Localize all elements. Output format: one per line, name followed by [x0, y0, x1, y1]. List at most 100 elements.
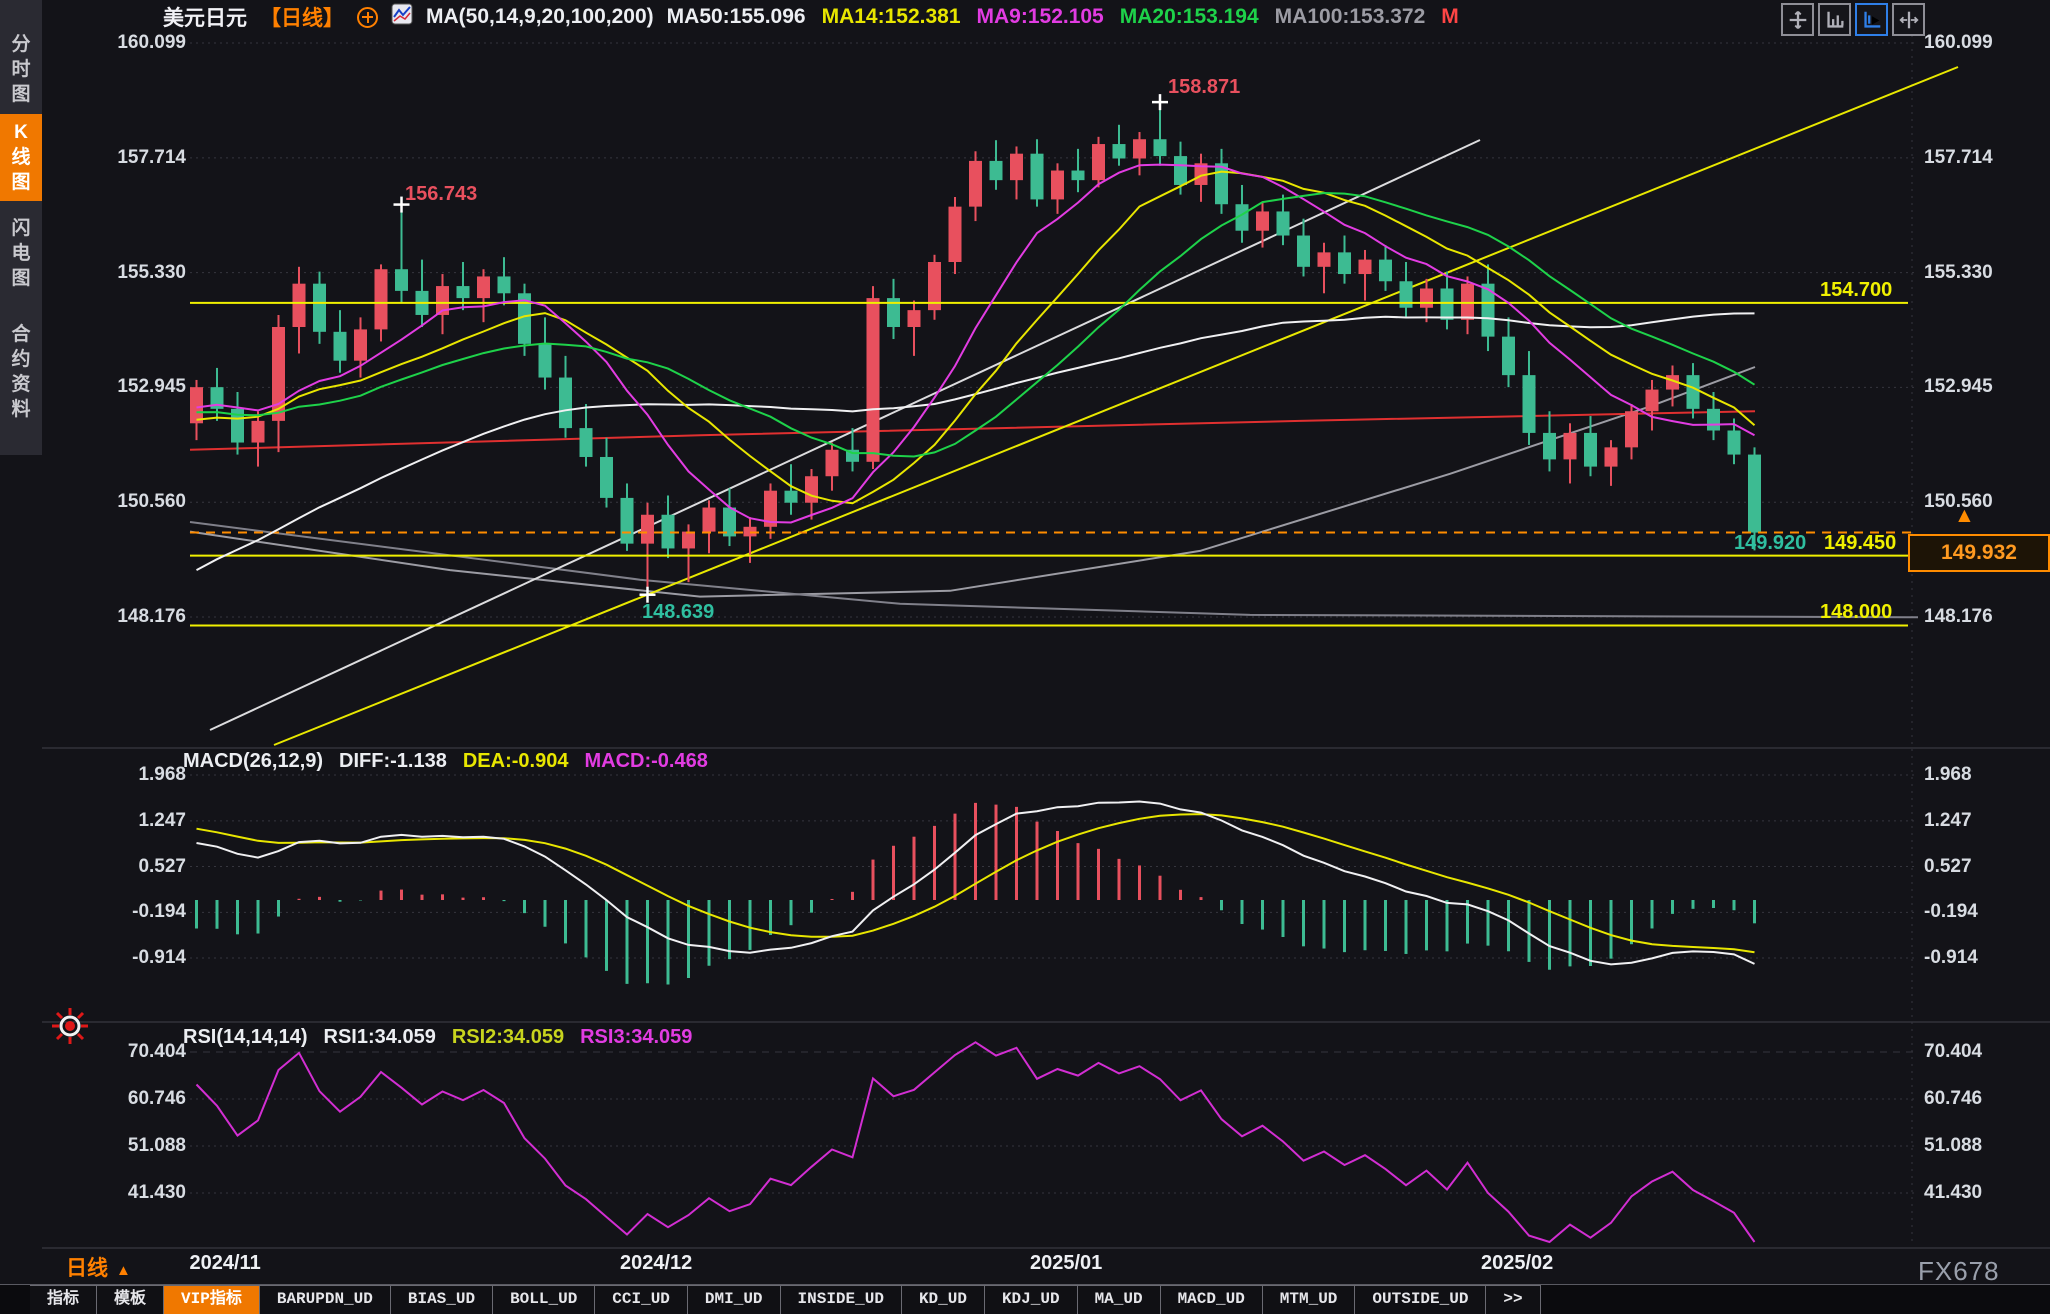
pan-button[interactable] [1892, 3, 1925, 36]
watermark: FX678 [1918, 1256, 2000, 1286]
price-axis-label: 152.945 [117, 376, 186, 398]
axis-scale-button[interactable] [1818, 3, 1851, 36]
price-axis-label: 160.099 [1924, 32, 1993, 53]
price-axis-label: 160.099 [117, 32, 186, 53]
sidebar-item-4[interactable]: 合约资料 [11, 324, 31, 420]
macd-axis-label: -0.914 [1924, 947, 1978, 969]
ma-value: MA20:153.194 [1119, 5, 1259, 28]
last-price-label: 149.920 [1734, 531, 1807, 554]
rsi-panel [195, 1041, 1756, 1244]
rsi-header: RSI(14,14,14) RSI1:34.059 RSI2:34.059 RSI3… [183, 1026, 692, 1050]
tab-MTM_UD[interactable]: MTM_UD [1262, 1285, 1356, 1314]
period-tag: 【日线】 [260, 7, 344, 30]
white-trendline[interactable] [209, 139, 1481, 731]
indicator-value: RSI3:34.059 [580, 1026, 693, 1048]
indicator-tabbar: 指标 模板 VIP指标 BARUPDN_UD BIAS_UD BOLL_UD CCI_UD D… [0, 1284, 2050, 1314]
period-selector[interactable]: 日线 ▲ [66, 1257, 131, 1280]
price-axis-label: 150.560 [117, 491, 186, 513]
price-axis-label: 148.176 [1924, 606, 1993, 627]
rsi-axis-label: 51.088 [127, 1135, 186, 1156]
hline-label: 149.450 [1824, 531, 1897, 554]
ma-value: MA100:153.372 [1274, 5, 1426, 28]
tab-BOLL_UD[interactable]: BOLL_UD [493, 1285, 596, 1314]
auto-scroll-button[interactable] [1855, 3, 1888, 36]
tab-DMI_UD[interactable]: DMI_UD [687, 1285, 781, 1314]
hline-label: 154.700 [1820, 278, 1893, 301]
macd-axis-label: 1.247 [1924, 809, 1972, 831]
ma-value: MA50:155.096 [666, 5, 806, 28]
swing-annotation: 158.871 [1168, 76, 1241, 98]
ma100-line [189, 366, 1756, 598]
dea-line [196, 813, 1755, 954]
price-axis-label: 157.714 [117, 146, 186, 168]
triangle-up-icon: ▲ [116, 1262, 131, 1279]
indicator-value: DEA:-0.904 [462, 750, 569, 772]
ma-value: MA14:152.381 [821, 5, 961, 28]
tab->>[interactable]: >> [1486, 1285, 1541, 1314]
rsi-axis-label: 60.746 [127, 1088, 186, 1109]
macd-axis-label: 1.247 [138, 809, 186, 831]
crosshair-button[interactable] [1781, 3, 1814, 36]
macd-axis-label: -0.194 [1924, 901, 1978, 923]
date-axis-label: 2024/11 [189, 1252, 261, 1274]
add-indicator-icon[interactable] [357, 6, 378, 28]
macd-axis-label: 1.968 [138, 764, 186, 786]
gridlines [42, 35, 2050, 1249]
tab-指标[interactable]: 指标 [30, 1285, 98, 1314]
ma-value: M [1441, 5, 1459, 28]
ma9-curve [196, 163, 1755, 524]
macd-axis-label: -0.914 [132, 947, 186, 969]
diff-line [196, 800, 1755, 966]
date-axis-label: 2024/12 [620, 1252, 693, 1274]
price-axis-label: 152.945 [1924, 376, 1993, 398]
tab-CCI_UD[interactable]: CCI_UD [595, 1285, 688, 1314]
rsi-axis-label: 60.746 [1924, 1088, 1983, 1109]
candles-group [190, 102, 1761, 595]
indicator-value: MACD:-0.468 [584, 750, 708, 772]
tab-BARUPDN_UD[interactable]: BARUPDN_UD [259, 1285, 391, 1314]
date-axis-label: 2025/02 [1481, 1252, 1554, 1274]
tab-模板[interactable]: 模板 [97, 1285, 165, 1314]
indicator-value: RSI2:34.059 [451, 1026, 565, 1048]
macd-panel [195, 800, 1756, 985]
price-axis-label: 148.176 [117, 606, 186, 627]
tab-MACD_UD[interactable]: MACD_UD [1160, 1285, 1263, 1314]
tab-BIAS_UD[interactable]: BIAS_UD [390, 1285, 494, 1314]
price-axis-label: 157.714 [1924, 146, 1993, 168]
ma14-curve [196, 170, 1756, 505]
sidebar-item-3[interactable]: 闪电图 [11, 218, 31, 289]
yellow-trendline[interactable] [273, 66, 1959, 746]
ma-value: MA9:152.105 [976, 5, 1104, 28]
rsi-axis-label: 41.430 [1924, 1182, 1983, 1203]
rsi-title: RSI(14,14,14) [183, 1026, 308, 1048]
rsi-axis-label: 70.404 [127, 1041, 186, 1062]
tabbar-spacer [0, 1285, 30, 1314]
last-price-tag[interactable]: 149.932 [1908, 534, 2050, 572]
ma20-curve [196, 191, 1756, 458]
indicator-value: DIFF:-1.138 [339, 750, 447, 772]
hline-label: 148.000 [1820, 601, 1893, 624]
tab-KDJ_UD[interactable]: KDJ_UD [984, 1285, 1078, 1314]
alert-burst-icon[interactable] [50, 1006, 90, 1051]
swing-annotation: 156.743 [405, 183, 478, 205]
tab-MA_UD[interactable]: MA_UD [1077, 1285, 1161, 1314]
price-axis-label: 150.560 [1924, 491, 1993, 513]
rsi-axis-label: 70.404 [1924, 1041, 1983, 1062]
chart-thumbnail-icon[interactable] [391, 3, 413, 31]
macd-header: MACD(26,12,9) DIFF:-1.138 DEA:-0.904 MACD:… [183, 750, 708, 774]
tab-VIP指标[interactable]: VIP指标 [164, 1285, 260, 1314]
macd-title: MACD(26,12,9) [183, 750, 324, 772]
sidebar-item-1[interactable]: 分时图 [11, 34, 31, 105]
tab-KD_UD[interactable]: KD_UD [901, 1285, 985, 1314]
swing-annotation: 148.639 [642, 601, 715, 623]
instrument-title: 美元日元 [163, 7, 247, 30]
chart-toolbar [1781, 3, 1925, 36]
tab-OUTSIDE_UD[interactable]: OUTSIDE_UD [1355, 1285, 1487, 1314]
chart-header: 美元日元 【日线】 MA(50,14,9,20,100,200) MA50:15… [163, 3, 1459, 31]
tab-INSIDE_UD[interactable]: INSIDE_UD [780, 1285, 902, 1314]
price-axis-label: 155.330 [117, 261, 186, 283]
